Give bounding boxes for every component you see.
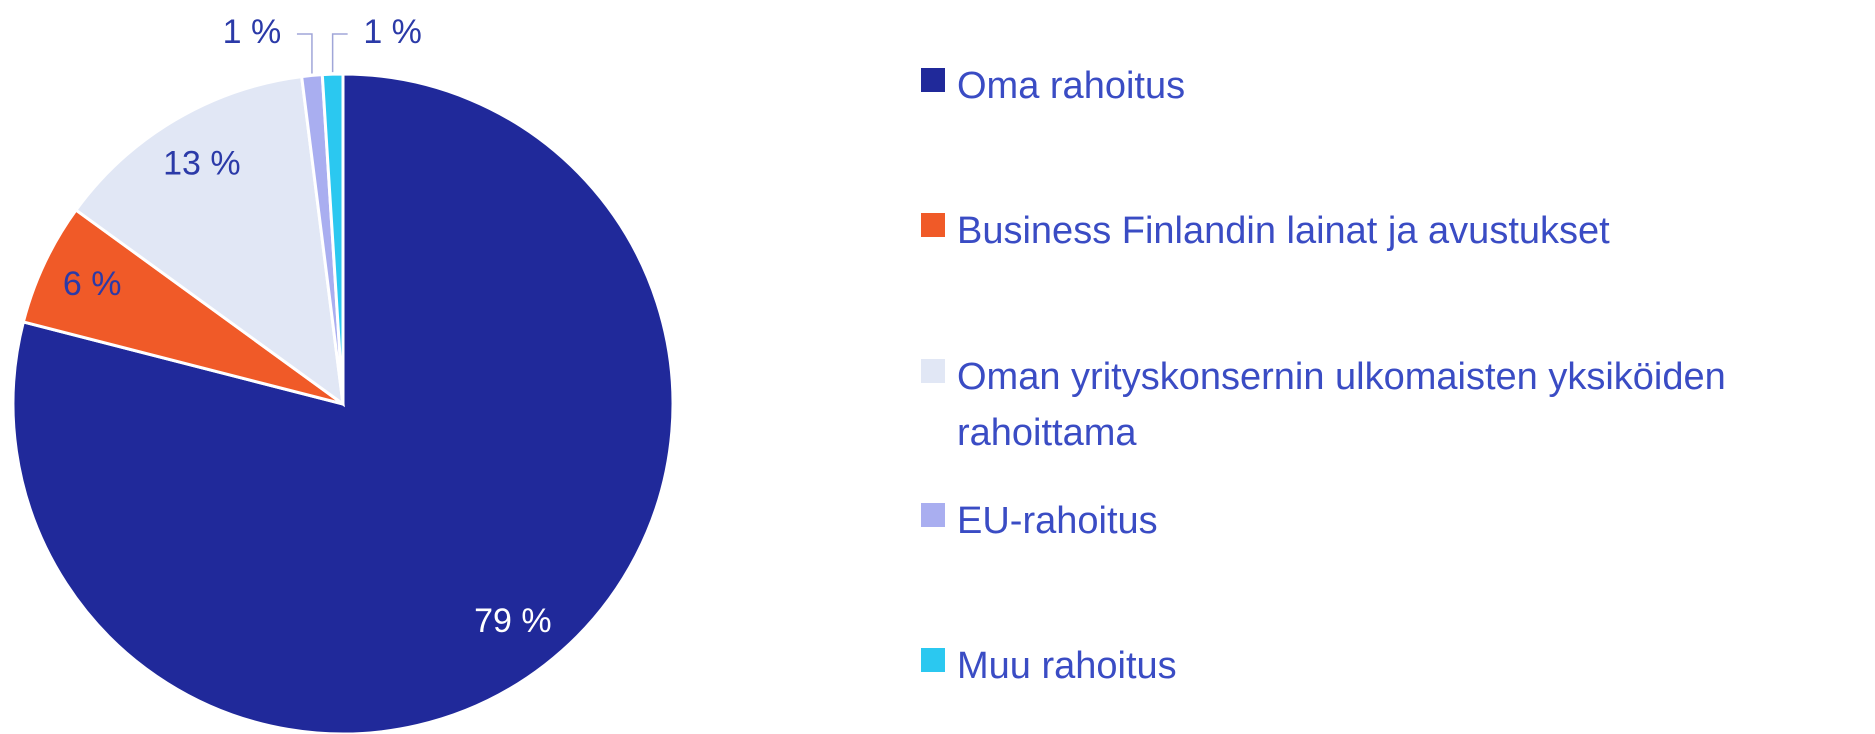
legend-label: EU-rahoitus: [957, 500, 1158, 542]
pie-slice: [73, 74, 345, 408]
legend-item: Oman yrityskonsernin ulkomaisten yksiköi…: [921, 349, 1837, 461]
legend-swatch: [921, 503, 945, 527]
legend-item: Business Finlandin lainat ja avustukset: [921, 203, 1837, 259]
legend-swatch: [921, 68, 945, 92]
legend-label: Muu rahoitus: [957, 645, 1177, 687]
legend-item: Muu rahoitus: [921, 638, 1837, 694]
legend-label: Business Finlandin lainat ja avustukset: [957, 210, 1610, 252]
data-label: 6 %: [63, 265, 122, 303]
data-label: 1 %: [363, 13, 422, 51]
pie-slice: [21, 207, 344, 406]
legend-swatch: [921, 648, 945, 672]
legend-item: Oma rahoitus: [921, 58, 1837, 114]
data-label: 1 %: [223, 13, 282, 51]
legend-item: EU-rahoitus: [921, 493, 1837, 549]
legend-swatch: [921, 359, 945, 383]
leader-line: [331, 33, 348, 73]
leader-line: [296, 33, 313, 74]
data-label: 79 %: [474, 602, 552, 640]
legend-label: Oman yrityskonsernin ulkomaisten yksiköi…: [957, 356, 1726, 454]
data-label: 13 %: [163, 144, 241, 182]
legend-swatch: [921, 213, 945, 237]
pie-slice: [320, 72, 345, 405]
legend-label: Oma rahoitus: [957, 65, 1186, 107]
